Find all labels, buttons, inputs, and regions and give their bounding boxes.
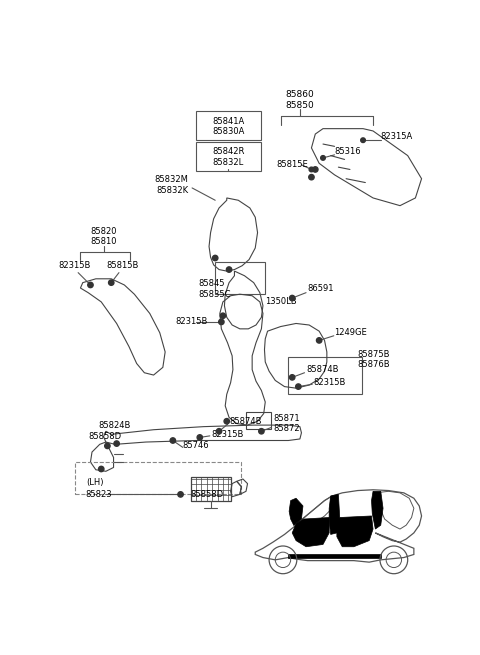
Polygon shape xyxy=(288,555,381,557)
Text: 85316: 85316 xyxy=(335,147,361,157)
Circle shape xyxy=(224,419,229,424)
Bar xyxy=(288,358,361,394)
Bar xyxy=(246,412,271,429)
Circle shape xyxy=(88,282,93,288)
Circle shape xyxy=(227,267,232,272)
Circle shape xyxy=(321,156,325,160)
Text: 85746: 85746 xyxy=(183,441,209,451)
Text: 85815B: 85815B xyxy=(107,261,139,271)
Text: 85875B
85876B: 85875B 85876B xyxy=(358,350,390,369)
Text: 82315A: 82315A xyxy=(381,132,413,141)
Bar xyxy=(191,477,230,500)
Circle shape xyxy=(213,255,218,261)
Text: (LH): (LH) xyxy=(86,477,103,487)
Polygon shape xyxy=(289,498,303,525)
Text: 82315B: 82315B xyxy=(175,316,207,326)
Text: 1249GE: 1249GE xyxy=(335,328,367,337)
Circle shape xyxy=(312,167,318,172)
Polygon shape xyxy=(337,516,373,547)
Circle shape xyxy=(309,167,314,172)
Bar xyxy=(75,462,240,495)
Polygon shape xyxy=(292,517,329,547)
Polygon shape xyxy=(372,491,383,529)
Text: 85820
85810: 85820 85810 xyxy=(90,227,117,246)
Bar xyxy=(215,262,265,294)
Text: 85871
85872: 85871 85872 xyxy=(273,414,300,433)
Text: 85832M
85832K: 85832M 85832K xyxy=(155,175,188,195)
Circle shape xyxy=(114,441,120,446)
Bar xyxy=(196,111,262,140)
Circle shape xyxy=(220,313,226,318)
Circle shape xyxy=(105,443,110,449)
Text: 85824B: 85824B xyxy=(98,421,131,430)
Circle shape xyxy=(296,384,301,389)
Polygon shape xyxy=(329,495,340,534)
Text: 82315B: 82315B xyxy=(314,378,346,387)
Text: 85845
85835C: 85845 85835C xyxy=(198,279,231,299)
Text: 85842R
85832L: 85842R 85832L xyxy=(212,147,244,167)
Text: 85858D: 85858D xyxy=(191,490,224,499)
Text: 85858D: 85858D xyxy=(88,432,121,441)
Circle shape xyxy=(170,438,176,443)
Circle shape xyxy=(361,138,365,143)
Text: 85860
85850: 85860 85850 xyxy=(286,90,314,110)
Circle shape xyxy=(259,428,264,434)
Circle shape xyxy=(219,319,224,325)
Circle shape xyxy=(178,492,183,497)
Circle shape xyxy=(309,174,314,180)
Circle shape xyxy=(108,280,114,286)
Text: 1350LB: 1350LB xyxy=(265,297,297,307)
Text: 85874B: 85874B xyxy=(306,365,338,374)
Text: 85841A
85830A: 85841A 85830A xyxy=(212,117,244,136)
Circle shape xyxy=(197,435,203,440)
Text: 85815E: 85815E xyxy=(277,160,309,170)
Circle shape xyxy=(316,338,322,343)
Bar xyxy=(196,141,262,171)
Text: 86591: 86591 xyxy=(308,284,334,293)
Circle shape xyxy=(98,466,104,472)
Text: 85874B: 85874B xyxy=(229,417,262,426)
Text: 82315B: 82315B xyxy=(211,430,244,439)
Circle shape xyxy=(289,295,295,301)
Circle shape xyxy=(216,428,222,434)
Circle shape xyxy=(289,375,295,380)
Text: 82315B: 82315B xyxy=(59,261,91,271)
Text: 85823: 85823 xyxy=(86,490,112,499)
